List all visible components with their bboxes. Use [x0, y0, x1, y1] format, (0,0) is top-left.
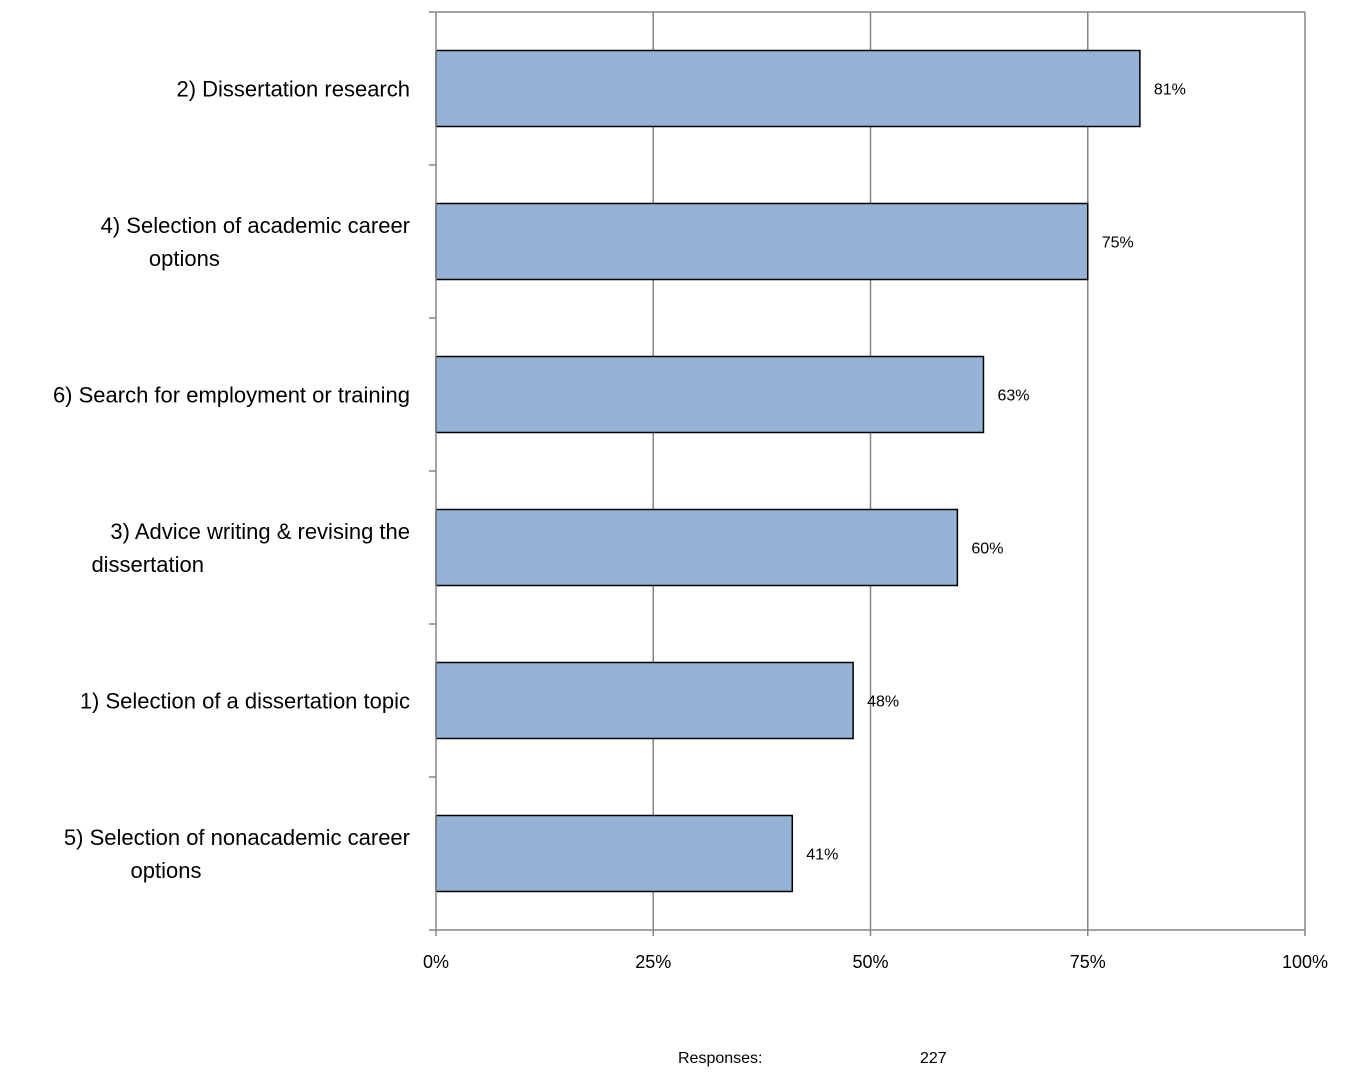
bar-5 [436, 663, 853, 739]
category-label-line: options [131, 858, 202, 883]
category-label-line: 5) Selection of nonacademic career [64, 825, 410, 850]
x-tick-label-100: 100% [1282, 952, 1328, 972]
category-label-line: 1) Selection of a dissertation topic [80, 689, 410, 714]
axes [429, 12, 1305, 936]
data-label-6: 41% [806, 847, 838, 864]
bar-4 [436, 510, 957, 586]
bar-3 [436, 357, 983, 433]
data-label-5: 48% [867, 694, 899, 711]
bar-6 [436, 816, 792, 892]
category-label-6: 5) Selection of nonacademic career option… [64, 825, 410, 883]
category-label-line: dissertation [91, 552, 204, 577]
category-label-line: 2) Dissertation research [176, 77, 410, 102]
category-label-2: 4) Selection of academic career options [101, 213, 410, 271]
x-tick-label-50: 50% [852, 952, 888, 972]
category-label-line: 3) Advice writing & revising the [110, 519, 410, 544]
data-label-1: 81% [1154, 82, 1186, 99]
category-label-line: 6) Search for employment or training [53, 383, 410, 408]
responses-label: Responses: [678, 1050, 763, 1068]
data-label-3: 63% [997, 388, 1029, 405]
data-label-4: 60% [971, 541, 1003, 558]
category-label-1: 2) Dissertation research [176, 77, 410, 102]
bars [436, 51, 1140, 892]
x-tick-label-25: 25% [635, 952, 671, 972]
category-label-line: 4) Selection of academic career [101, 213, 410, 238]
x-tick-label-0: 0% [423, 952, 449, 972]
bar-2 [436, 204, 1088, 280]
bar-chart: 0% 25% 50% 75% 100% 81% 2) Dissertation resear… [0, 0, 1345, 1030]
category-label-3: 6) Search for employment or training [53, 383, 410, 408]
data-label-2: 75% [1102, 235, 1134, 252]
category-label-line: options [149, 246, 220, 271]
category-label-5: 1) Selection of a dissertation topic [80, 689, 410, 714]
gridlines [436, 12, 1305, 930]
x-tick-label-75: 75% [1070, 952, 1106, 972]
responses-value: 227 [920, 1050, 947, 1068]
bar-1 [436, 51, 1140, 127]
category-label-4: 3) Advice writing & revising the disserta… [91, 519, 410, 577]
